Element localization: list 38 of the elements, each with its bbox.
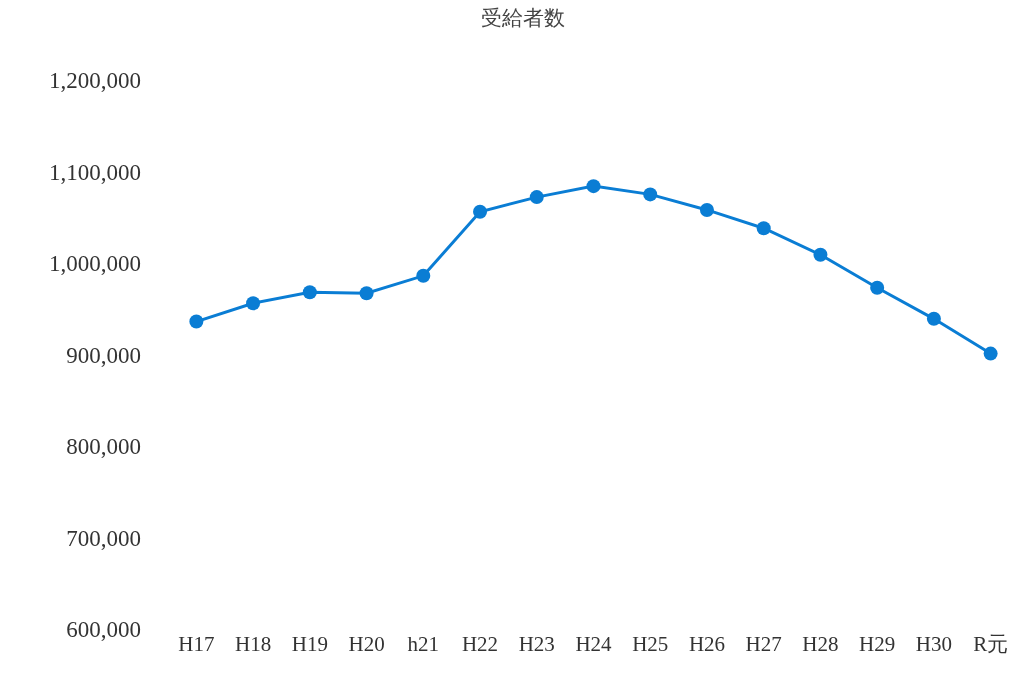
x-tick-label: H30 xyxy=(915,632,952,656)
point xyxy=(699,202,714,217)
point xyxy=(473,204,488,219)
x-tick-label: H29 xyxy=(859,632,896,656)
point xyxy=(870,280,885,295)
chart-title: 受給者数 xyxy=(480,5,565,30)
point xyxy=(529,190,544,205)
x-tick-label: H25 xyxy=(632,632,669,656)
y-tick-label: 600,000 xyxy=(66,617,141,643)
y-tick-label: 700,000 xyxy=(66,525,141,551)
point xyxy=(586,179,601,194)
point xyxy=(359,286,374,301)
point xyxy=(246,296,261,311)
x-tick-label: H23 xyxy=(518,632,555,656)
point xyxy=(983,346,998,361)
x-tick-label: H27 xyxy=(745,632,782,656)
y-tick-label: 1,200,000 xyxy=(49,68,141,94)
point xyxy=(302,285,317,300)
x-tick-label: H28 xyxy=(802,632,839,656)
x-tick-label: h21 xyxy=(407,632,440,656)
x-tick-label: H17 xyxy=(178,632,215,656)
x-tick-label: H18 xyxy=(235,632,272,656)
point xyxy=(813,247,828,262)
point xyxy=(926,311,941,326)
x-tick-label: H20 xyxy=(348,632,385,656)
y-tick-label: 1,100,000 xyxy=(49,159,141,185)
point xyxy=(416,268,431,283)
y-tick-label: 900,000 xyxy=(66,342,141,368)
y-tick-label: 1,000,000 xyxy=(49,251,141,277)
x-tick-label: H26 xyxy=(688,632,726,656)
x-tick-label: H19 xyxy=(291,632,328,656)
x-tick-label: R元 xyxy=(973,632,1009,656)
x-tick-label: H24 xyxy=(575,632,613,656)
y-tick-label: 800,000 xyxy=(66,434,141,460)
point xyxy=(189,314,204,329)
point xyxy=(756,221,771,236)
point xyxy=(643,187,658,202)
x-tick-label: H22 xyxy=(461,632,499,656)
